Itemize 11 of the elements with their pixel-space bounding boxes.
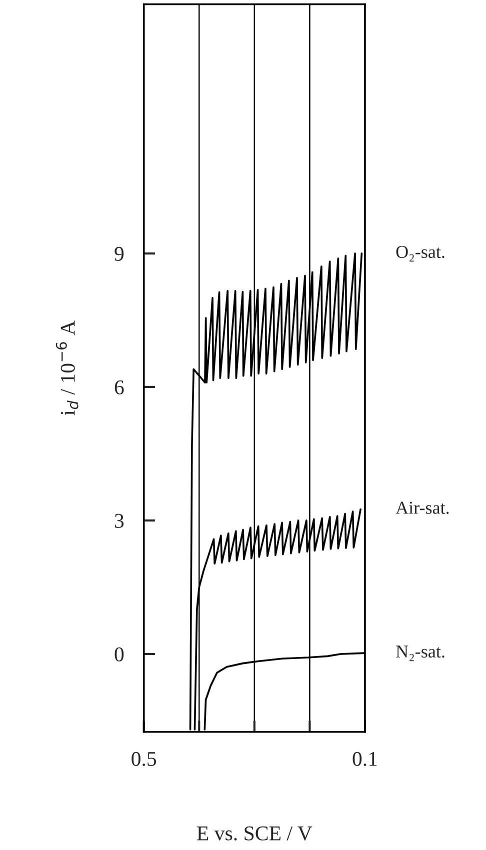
y-tick-label: 3 <box>114 514 124 528</box>
x-tick-label: 0.5 <box>132 752 156 766</box>
x-axis-title: E vs. SCE / V <box>197 826 312 841</box>
y-tick-label: 6 <box>114 380 124 394</box>
series-label: O₂-sat. <box>396 246 444 262</box>
series-label: N₂-sat. <box>396 646 444 662</box>
y-axis-title: i$_{d}$ / 10$^{−6}$ A <box>56 320 78 416</box>
y-tick-label: 0 <box>114 647 124 662</box>
series-label: Air-sat. <box>396 502 449 514</box>
x-tick-label: 0.1 <box>352 752 377 766</box>
y-tick-label: 9 <box>114 246 124 261</box>
